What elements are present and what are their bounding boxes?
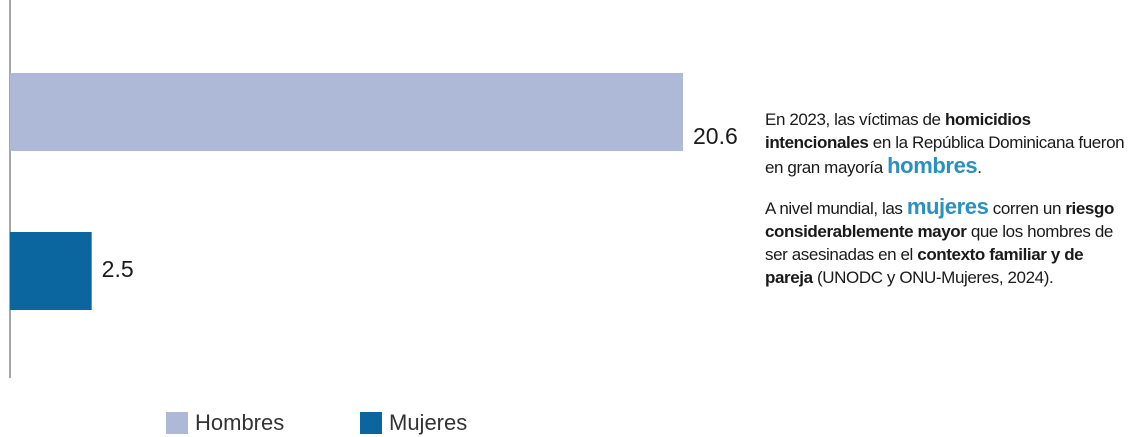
- annotation-text: corren un: [988, 199, 1066, 218]
- value-label: 20.6: [693, 123, 738, 149]
- annotation-paragraph: En 2023, las víctimas de homicidios inte…: [765, 108, 1127, 179]
- legend-label: Mujeres: [389, 410, 467, 435]
- value-label: 2.5: [102, 256, 134, 282]
- annotation-text: En 2023, las víctimas de: [765, 110, 945, 129]
- bar: [10, 232, 92, 310]
- annotation-text: homicidios intencionales: [765, 110, 1031, 152]
- legend-swatch: [360, 412, 382, 434]
- annotation-text: riesgo considerablemente mayor: [765, 199, 1114, 241]
- annotation-text: A nivel mundial, las: [765, 199, 907, 218]
- annotation-text: (UNODC y ONU-Mujeres, 2024).: [812, 268, 1054, 287]
- annotation-text: hombres: [887, 153, 978, 178]
- annotation-text: contexto familiar y de pareja: [765, 245, 1084, 287]
- legend-swatch: [166, 412, 188, 434]
- bar: [10, 73, 683, 151]
- annotation-text: .: [977, 158, 982, 177]
- annotation-text: que los hombres de ser asesinadas en el: [765, 222, 1113, 264]
- annotation-paragraph: A nivel mundial, las mujeres corren un r…: [765, 195, 1127, 289]
- annotation: En 2023, las víctimas de homicidios inte…: [765, 108, 1127, 305]
- annotation-text: en la República Dominicana fueron en gra…: [765, 133, 1125, 177]
- legend-label: Hombres: [195, 410, 284, 435]
- annotation-text: mujeres: [906, 194, 989, 219]
